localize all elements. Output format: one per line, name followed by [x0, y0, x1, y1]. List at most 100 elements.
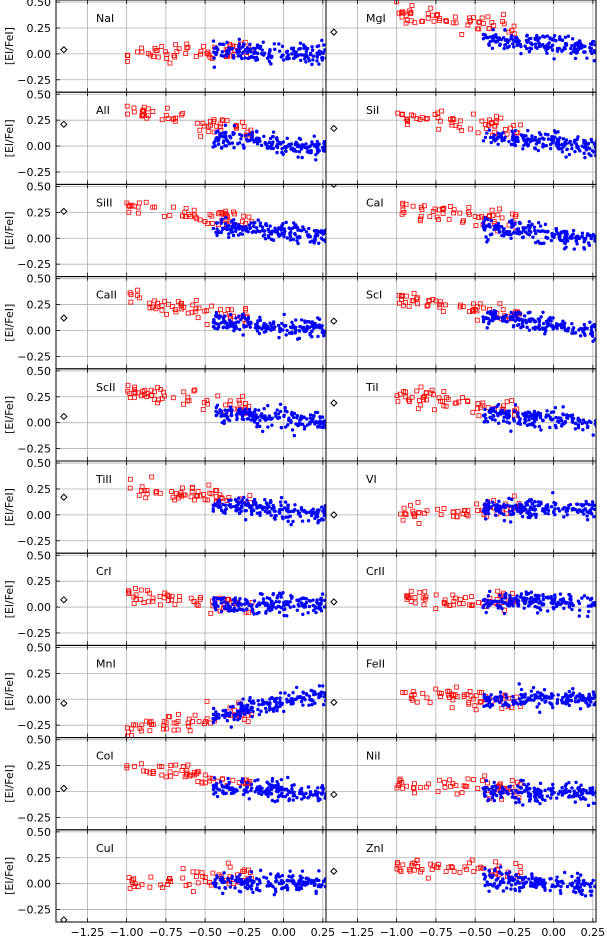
- thin-disc-point: [271, 146, 276, 151]
- thin-disc-point: [242, 792, 246, 797]
- thin-disc-point: [220, 50, 225, 54]
- thick-disc-point: [232, 211, 238, 217]
- thick-disc-point: [189, 484, 195, 490]
- thick-disc-point: [460, 601, 466, 606]
- thin-disc-point: [259, 792, 264, 797]
- thick-disc-point: [152, 204, 157, 210]
- thick-disc-point: [138, 587, 144, 593]
- thin-disc-point: [288, 233, 292, 237]
- thin-disc-point: [566, 326, 571, 330]
- thin-disc-point: [538, 781, 543, 786]
- thick-disc-point: [509, 398, 515, 403]
- thick-disc-point: [208, 122, 213, 128]
- thin-disc-point: [557, 46, 562, 51]
- thin-disc-point: [211, 881, 215, 885]
- thick-disc-point: [422, 510, 427, 516]
- thin-disc-point: [306, 796, 310, 800]
- thin-disc-point: [511, 132, 515, 136]
- thin-disc-point: [543, 788, 547, 793]
- y-tick-label: 0.25: [27, 575, 52, 588]
- thin-disc-point: [512, 45, 516, 49]
- thin-disc-point: [286, 423, 290, 427]
- thin-disc-point: [560, 238, 565, 243]
- thin-disc-point: [487, 128, 492, 132]
- thin-disc-point: [290, 428, 295, 432]
- thick-disc-point: [178, 112, 184, 118]
- thin-disc-point: [245, 417, 250, 421]
- thin-disc-point: [273, 799, 277, 804]
- thin-disc-point: [321, 509, 325, 513]
- panel-label: TiI: [365, 381, 379, 394]
- thin-disc-point: [587, 503, 591, 507]
- thick-disc-point: [190, 889, 196, 894]
- thin-disc-point: [597, 331, 600, 334]
- thick-disc-point: [206, 129, 212, 134]
- thin-disc-point: [277, 875, 282, 879]
- thick-disc-point: [184, 768, 190, 773]
- y-tick-label: 0.00: [27, 324, 52, 337]
- thick-disc-point: [198, 48, 204, 54]
- thin-disc-point: [309, 513, 314, 518]
- error-marker: [330, 790, 338, 799]
- thick-disc-point: [438, 299, 443, 305]
- thin-disc-point: [522, 701, 527, 706]
- thin-disc-point: [493, 599, 497, 603]
- thin-disc-point: [317, 241, 321, 245]
- thin-disc-point: [247, 407, 252, 412]
- thin-disc-point: [271, 135, 275, 139]
- thin-disc-point: [552, 500, 556, 505]
- thick-disc-point: [135, 210, 141, 216]
- thick-disc-point: [138, 597, 144, 603]
- thick-disc-point: [185, 762, 191, 768]
- thin-disc-point: [502, 46, 506, 51]
- thin-disc-point: [561, 695, 565, 700]
- thick-disc-point: [430, 208, 436, 214]
- thin-disc-point: [220, 145, 224, 150]
- y-tick-label: 0.00: [27, 878, 52, 891]
- thin-disc-point: [577, 236, 582, 241]
- thick-disc-point: [181, 389, 187, 395]
- thin-disc-point: [227, 232, 231, 236]
- thick-disc-point: [476, 600, 481, 606]
- thin-disc-point: [583, 236, 588, 241]
- thick-disc-point: [481, 21, 486, 26]
- thin-disc-point: [509, 429, 513, 433]
- thick-disc-point: [157, 602, 163, 608]
- thick-disc-point: [170, 494, 176, 500]
- thick-disc-point: [207, 775, 213, 781]
- thin-disc-point: [592, 142, 596, 146]
- thin-disc-point: [570, 143, 574, 147]
- panel-label: SiII: [96, 196, 113, 209]
- thin-disc-point: [317, 684, 322, 688]
- thin-disc-point: [537, 325, 541, 329]
- thin-disc-point: [277, 793, 282, 798]
- thick-disc-point: [132, 881, 138, 887]
- thin-disc-point: [270, 798, 275, 803]
- thin-disc-point: [557, 323, 561, 327]
- thick-disc-point: [475, 786, 481, 792]
- thin-disc-point: [553, 405, 558, 410]
- thin-disc-point: [238, 713, 243, 718]
- thick-disc-point: [401, 505, 407, 511]
- thin-disc-point: [596, 597, 599, 600]
- thick-disc-point: [198, 133, 203, 139]
- thin-disc-point: [572, 789, 576, 793]
- thick-disc-point: [180, 866, 186, 872]
- thick-disc-point: [126, 203, 132, 209]
- thin-disc-point: [551, 316, 555, 320]
- thin-disc-point: [570, 786, 574, 790]
- thick-disc-point: [395, 398, 401, 404]
- thin-disc-point: [328, 417, 331, 420]
- thin-disc-point: [596, 141, 599, 144]
- thin-disc-point: [550, 696, 554, 700]
- thin-disc-point: [570, 236, 574, 240]
- thin-disc-point: [508, 784, 513, 788]
- thin-disc-point: [318, 326, 322, 330]
- thin-disc-point: [484, 610, 488, 615]
- thick-disc-point: [179, 768, 185, 773]
- thin-disc-point: [280, 794, 284, 798]
- thin-disc-point: [502, 518, 507, 523]
- thin-disc-point: [592, 323, 596, 327]
- thin-disc-point: [550, 601, 554, 605]
- thick-disc-point: [417, 117, 423, 122]
